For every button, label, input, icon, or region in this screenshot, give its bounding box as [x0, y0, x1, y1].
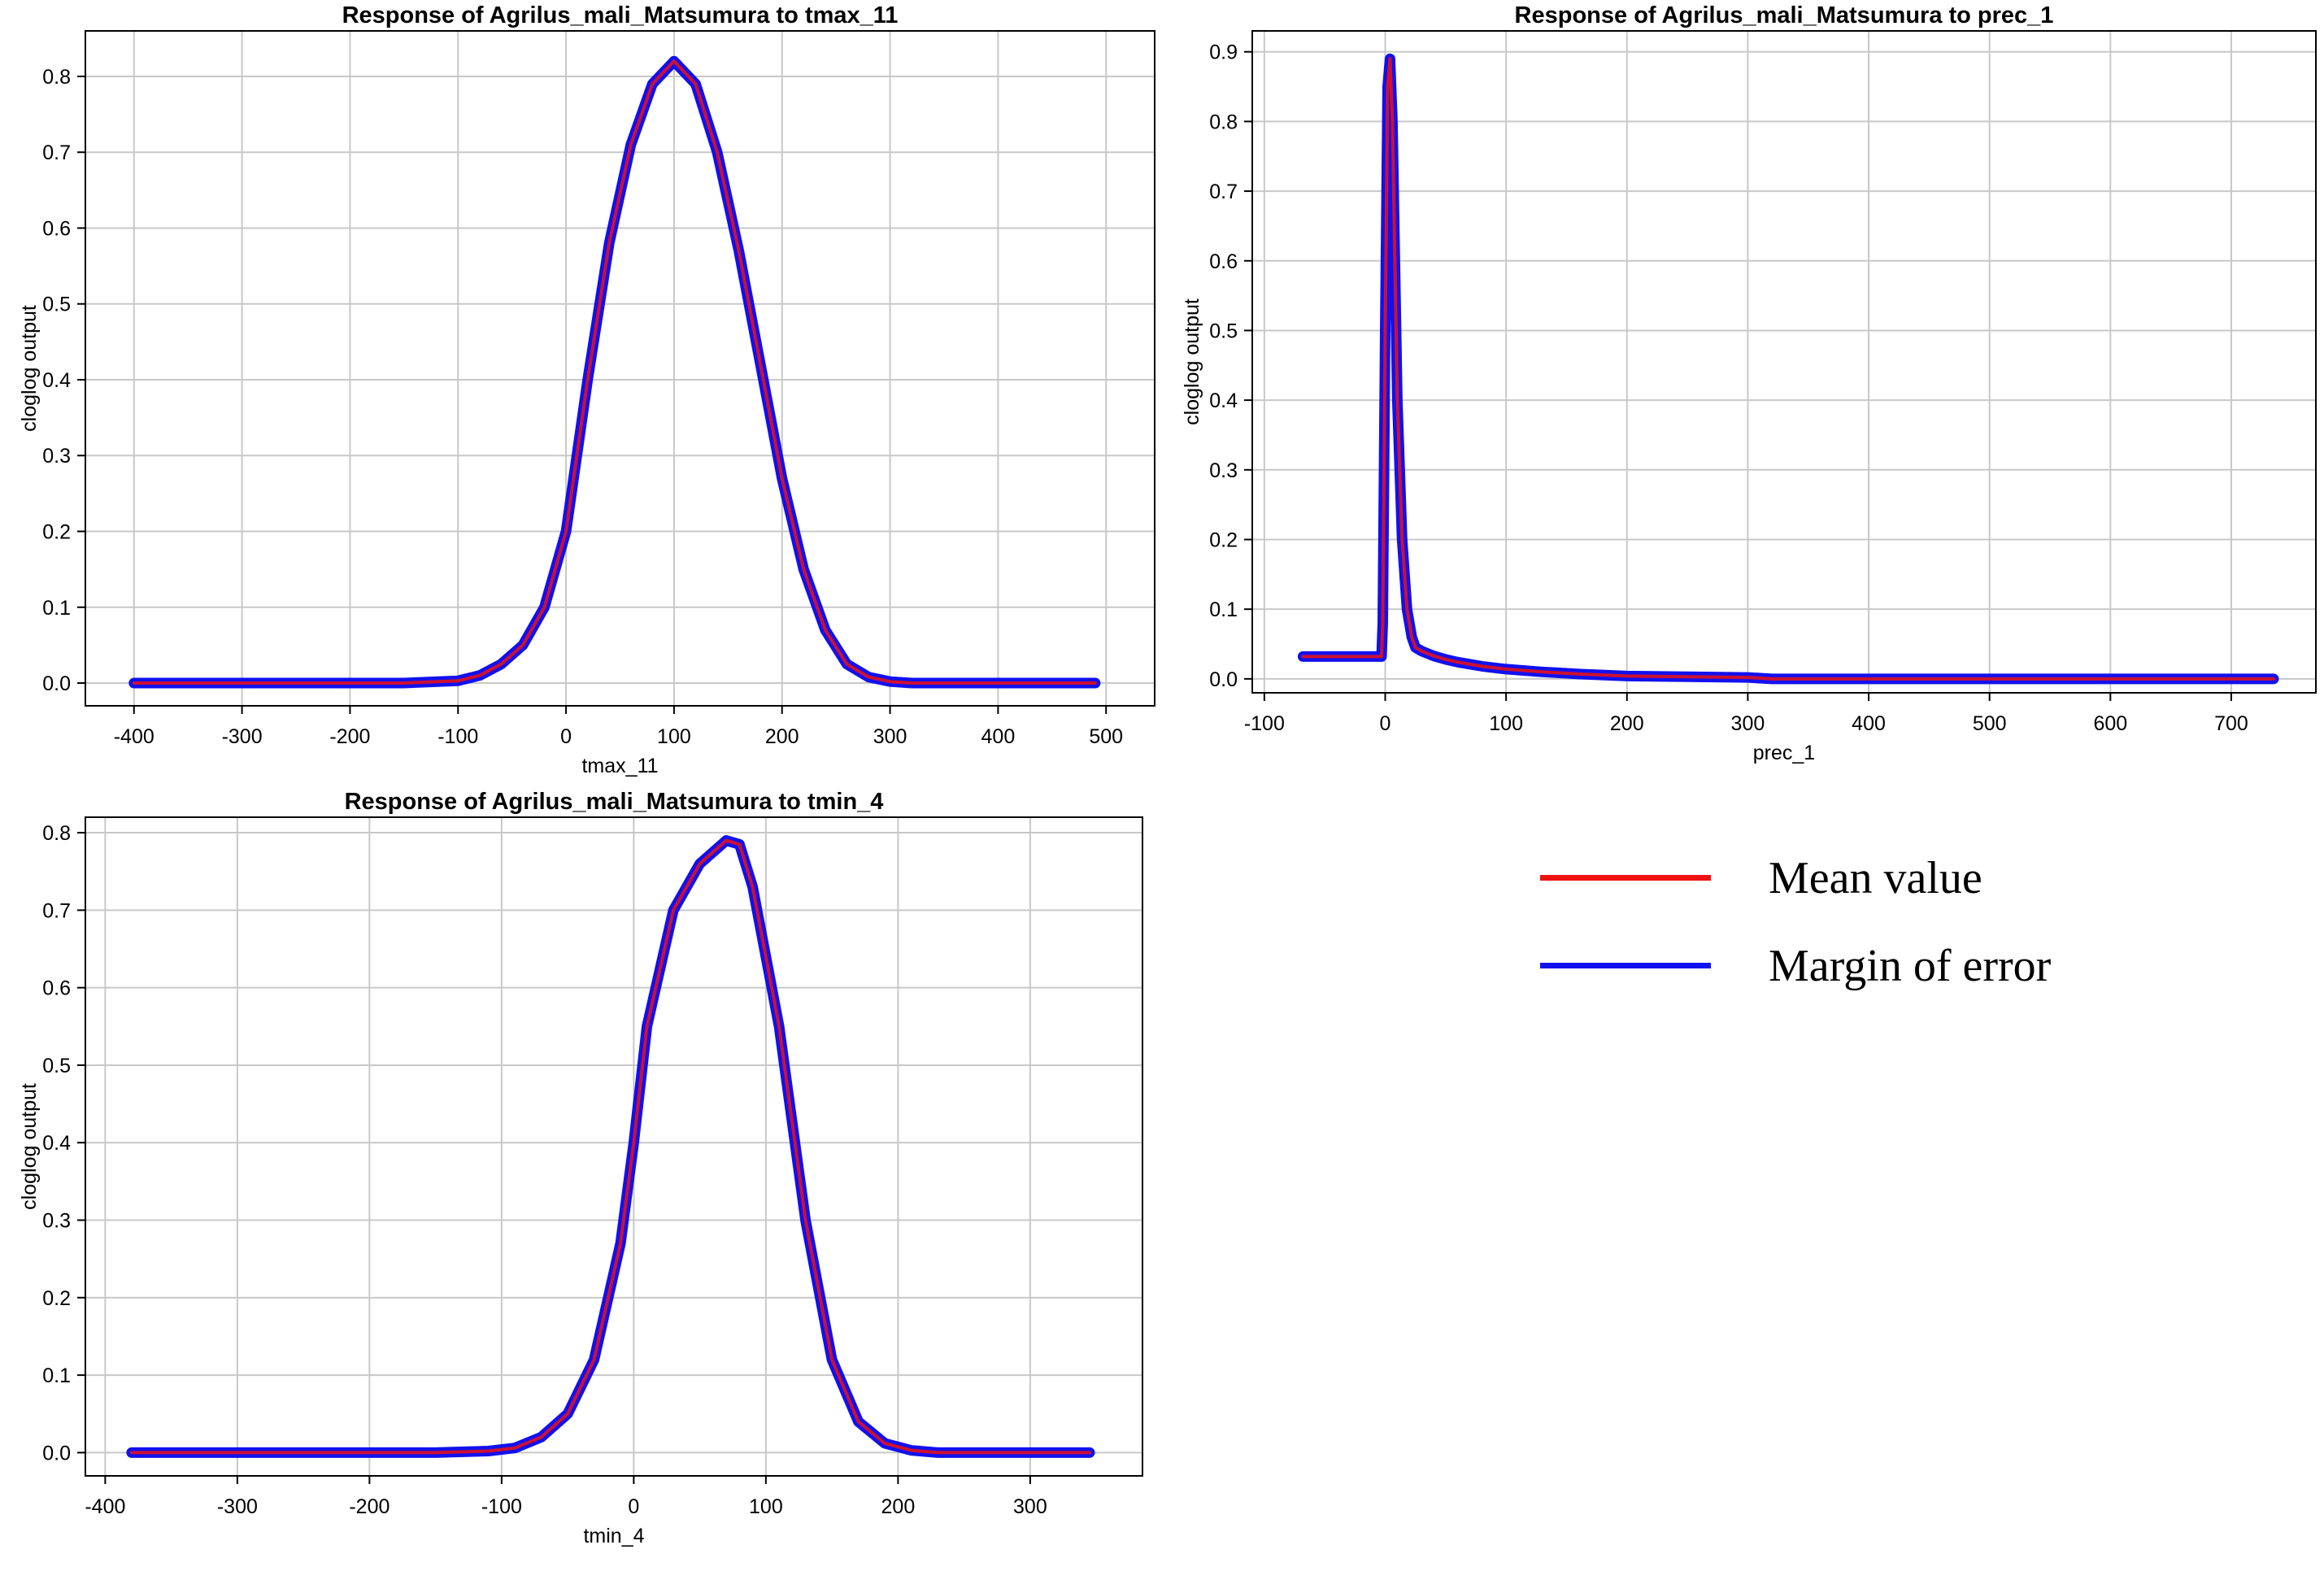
tmin-axes-frame [85, 816, 1143, 1477]
prec-x-tick-label: 400 [1852, 712, 1886, 735]
tmin-mean-line [129, 838, 1091, 1455]
prec-y-tick-label: 0.0 [1209, 668, 1238, 691]
tmin-x-tick-label: -400 [85, 1495, 125, 1518]
prec-y-tick-label: 0.2 [1209, 529, 1238, 551]
tmax-x-tick-label: 200 [765, 725, 799, 748]
prec-y-tick-label: 0.5 [1209, 320, 1238, 342]
tmax-x-tick-label: 0 [560, 725, 572, 748]
prec-y-tick-label: 0.9 [1209, 41, 1238, 64]
tmin-y-tick-label: 0.8 [42, 822, 71, 845]
tmax-y-tick-label: 0.5 [42, 294, 71, 316]
tmax-x-tick-label: 400 [981, 725, 1016, 748]
prec-x-tick-label: 700 [2214, 712, 2248, 735]
tmin-y-tick-label: 0.6 [42, 977, 71, 1000]
tmax-chart-title: Response of Agrilus_mali_Matsumura to tm… [342, 2, 899, 28]
tmax-x-tick-label: 500 [1089, 725, 1123, 748]
tmax-mean-line [132, 59, 1097, 685]
tmax-plot-area [85, 31, 1155, 706]
tmin-x-tick-label: -100 [481, 1495, 522, 1518]
tmin-y-tick-label: 0.4 [42, 1132, 71, 1155]
prec-chart-title: Response of Agrilus_mali_Matsumura to pr… [1515, 2, 2054, 28]
tmax-x-tick-label: -200 [329, 725, 370, 748]
prec-y-axis-label: cloglog output [1181, 298, 1203, 425]
prec-x-tick-label: 100 [1489, 712, 1523, 735]
tmax-x-tick-label: -300 [222, 725, 263, 748]
prec-y-tick-label: 0.1 [1209, 598, 1238, 621]
tmax-y-tick-label: 0.2 [42, 521, 71, 544]
tmin-chart-svg: -400 -300 -200 -100 0 100 200 300 0.0 0.1 0.2 0.3 0.… [18, 789, 1143, 1547]
prec-x-tick-label: 200 [1610, 712, 1644, 735]
tmin-x-tick-label: 200 [881, 1495, 916, 1518]
tmin-chart-title: Response of Agrilus_mali_Matsumura to tm… [345, 789, 884, 815]
tmin-x-tick-label: -200 [349, 1495, 390, 1518]
tmin-y-tick-label: 0.7 [42, 899, 71, 922]
tmin-x-tick-label: 100 [749, 1495, 783, 1518]
prec-y-tick-label: 0.3 [1209, 459, 1238, 482]
prec-x-tick-label: -100 [1244, 712, 1285, 735]
tmax-y-tick-label: 0.8 [42, 66, 71, 89]
tmin-x-tick-label: 0 [628, 1495, 639, 1518]
prec-x-tick-label: 500 [1973, 712, 2007, 735]
legend-item-error: Margin of error [1529, 933, 2261, 999]
tmax-x-tick-label: 300 [873, 725, 907, 748]
tmin-y-tick-label: 0.1 [42, 1364, 71, 1387]
prec-y-tick-label: 0.6 [1209, 250, 1238, 273]
tmin-plot-area [85, 817, 1142, 1476]
prec-y-tick-label: 0.4 [1209, 389, 1238, 412]
tmax-chart-svg: -400 -300 -200 -100 0 100 200 300 400 500 0.0 0.1 0.… [18, 2, 1155, 777]
tmin-x-axis-label: tmin_4 [583, 1525, 644, 1547]
chart-prec-1: -100 0 100 200 300 400 500 600 700 0.0 0.1 0.2 0.3 0.… [1163, 0, 2324, 785]
tmax-x-tick-label: -100 [437, 725, 478, 748]
legend: Mean value Margin of error [1529, 846, 2261, 1008]
chart-tmax-11: -400 -300 -200 -100 0 100 200 300 400 500 0.0 0.1 0.… [0, 0, 1171, 785]
tmin-y-axis-label: cloglog output [18, 1083, 41, 1210]
tmin-x-tick-label: 300 [1013, 1495, 1047, 1518]
prec-x-tick-label: 300 [1731, 712, 1765, 735]
legend-swatch-mean [1540, 875, 1711, 881]
tmax-axes-frame [85, 30, 1155, 707]
legend-label-mean: Mean value [1769, 853, 1982, 903]
prec-x-tick-label: 600 [2093, 712, 2127, 735]
tmin-x-tick-label: -300 [217, 1495, 258, 1518]
prec-x-axis-label: prec_1 [1753, 742, 1815, 764]
prec-axes-frame [1251, 30, 2317, 694]
tmax-y-tick-label: 0.4 [42, 369, 71, 392]
prec-chart-svg: -100 0 100 200 300 400 500 600 700 0.0 0.1 0.2 0.3 0.… [1181, 2, 2317, 764]
tmax-x-tick-label: 100 [657, 725, 691, 748]
tmax-y-axis-label: cloglog output [18, 305, 41, 432]
legend-swatch-error [1540, 963, 1711, 968]
prec-mean-line [1301, 57, 2275, 681]
tmax-y-tick-label: 0.1 [42, 597, 71, 620]
tmax-x-axis-label: tmax_11 [581, 755, 658, 777]
tmax-y-tick-label: 0.7 [42, 141, 71, 164]
chart-tmin-4: -400 -300 -200 -100 0 100 200 300 0.0 0.1 0.2 0.3 0.… [0, 785, 1171, 1567]
tmin-y-tick-label: 0.5 [42, 1055, 71, 1077]
tmin-y-tick-label: 0.2 [42, 1287, 71, 1310]
tmax-y-tick-label: 0.6 [42, 217, 71, 240]
prec-plot-area [1252, 31, 2316, 693]
tmin-y-tick-label: 0.0 [42, 1442, 71, 1464]
tmax-y-tick-label: 0.3 [42, 445, 71, 468]
tmin-y-tick-label: 0.3 [42, 1210, 71, 1233]
tmax-x-tick-label: -400 [114, 725, 154, 748]
tmax-y-tick-label: 0.0 [42, 672, 71, 695]
prec-y-tick-label: 0.7 [1209, 181, 1238, 203]
legend-item-mean: Mean value [1529, 846, 2261, 911]
prec-y-tick-label: 0.8 [1209, 111, 1238, 133]
prec-x-tick-label: 0 [1380, 712, 1391, 735]
legend-label-error: Margin of error [1769, 941, 2052, 991]
